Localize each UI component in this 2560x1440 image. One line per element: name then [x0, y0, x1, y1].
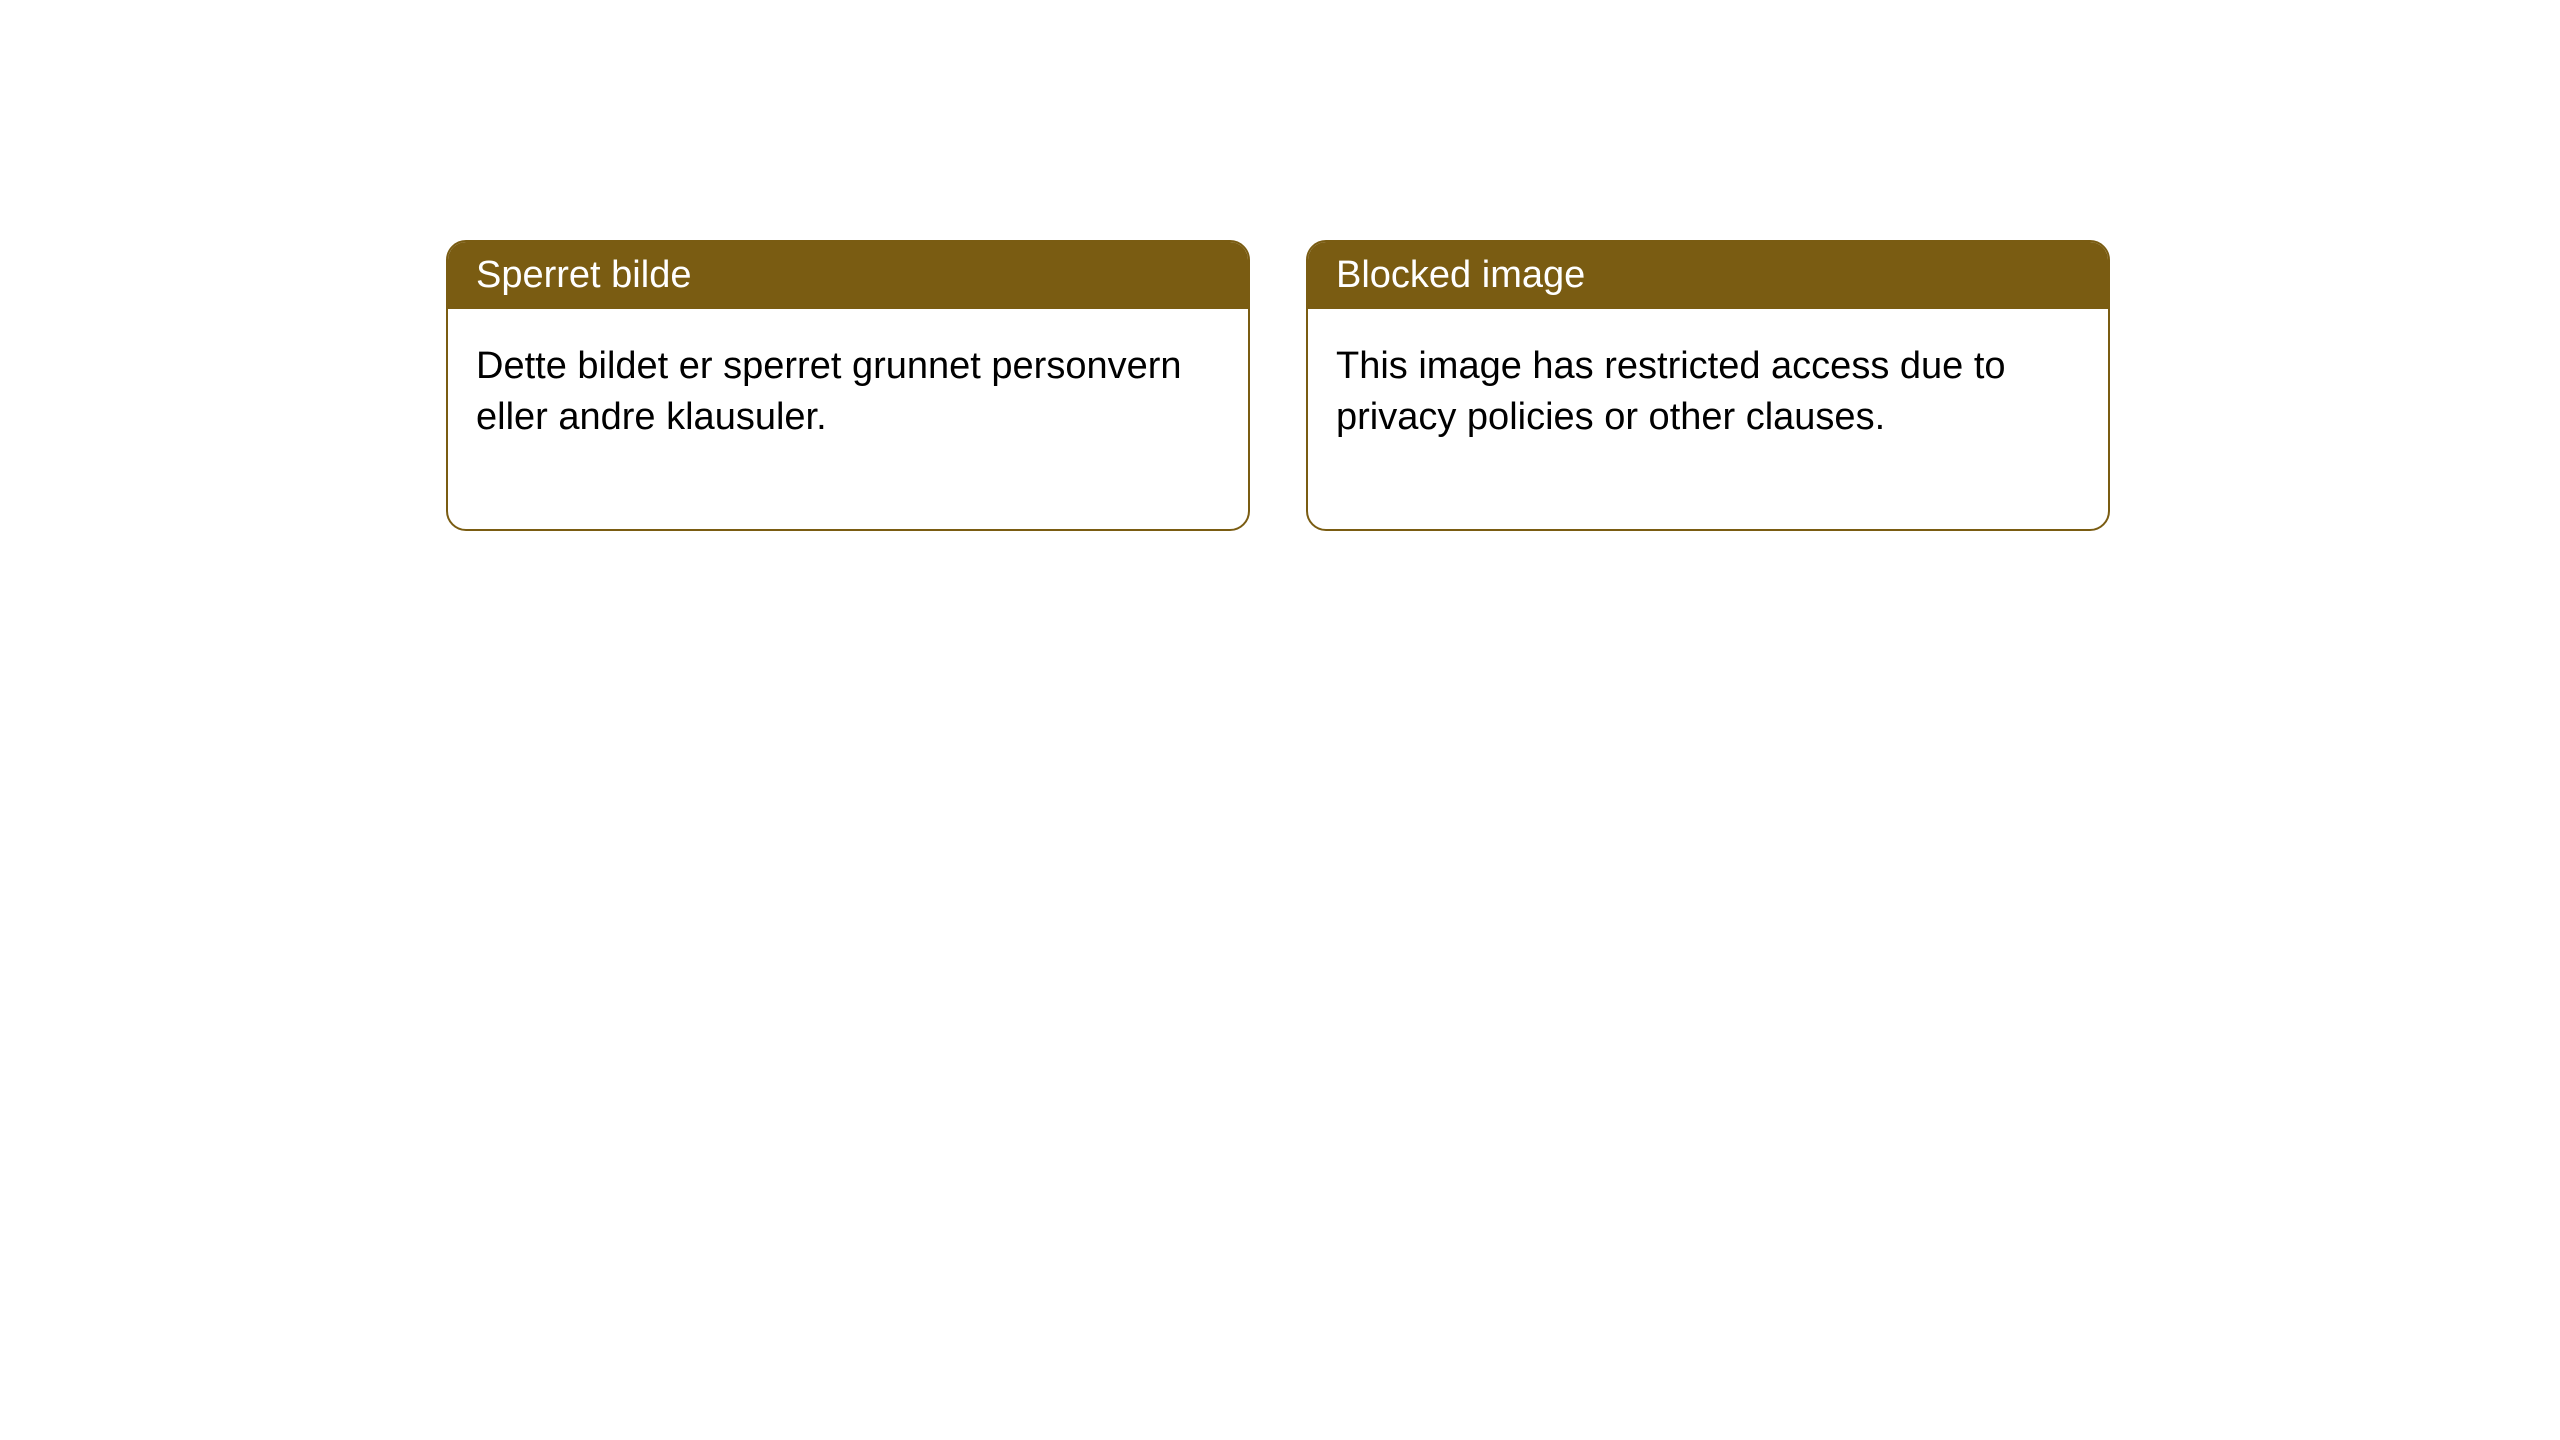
notice-container: Sperret bilde Dette bildet er sperret gr…: [0, 0, 2560, 531]
notice-header: Sperret bilde: [448, 242, 1248, 309]
notice-card-english: Blocked image This image has restricted …: [1306, 240, 2110, 531]
notice-title: Blocked image: [1336, 254, 1585, 296]
notice-message: This image has restricted access due to …: [1336, 345, 2006, 438]
notice-card-norwegian: Sperret bilde Dette bildet er sperret gr…: [446, 240, 1250, 531]
notice-header: Blocked image: [1308, 242, 2108, 309]
notice-body: This image has restricted access due to …: [1308, 309, 2108, 529]
notice-title: Sperret bilde: [476, 254, 691, 296]
notice-body: Dette bildet er sperret grunnet personve…: [448, 309, 1248, 529]
notice-message: Dette bildet er sperret grunnet personve…: [476, 345, 1182, 438]
